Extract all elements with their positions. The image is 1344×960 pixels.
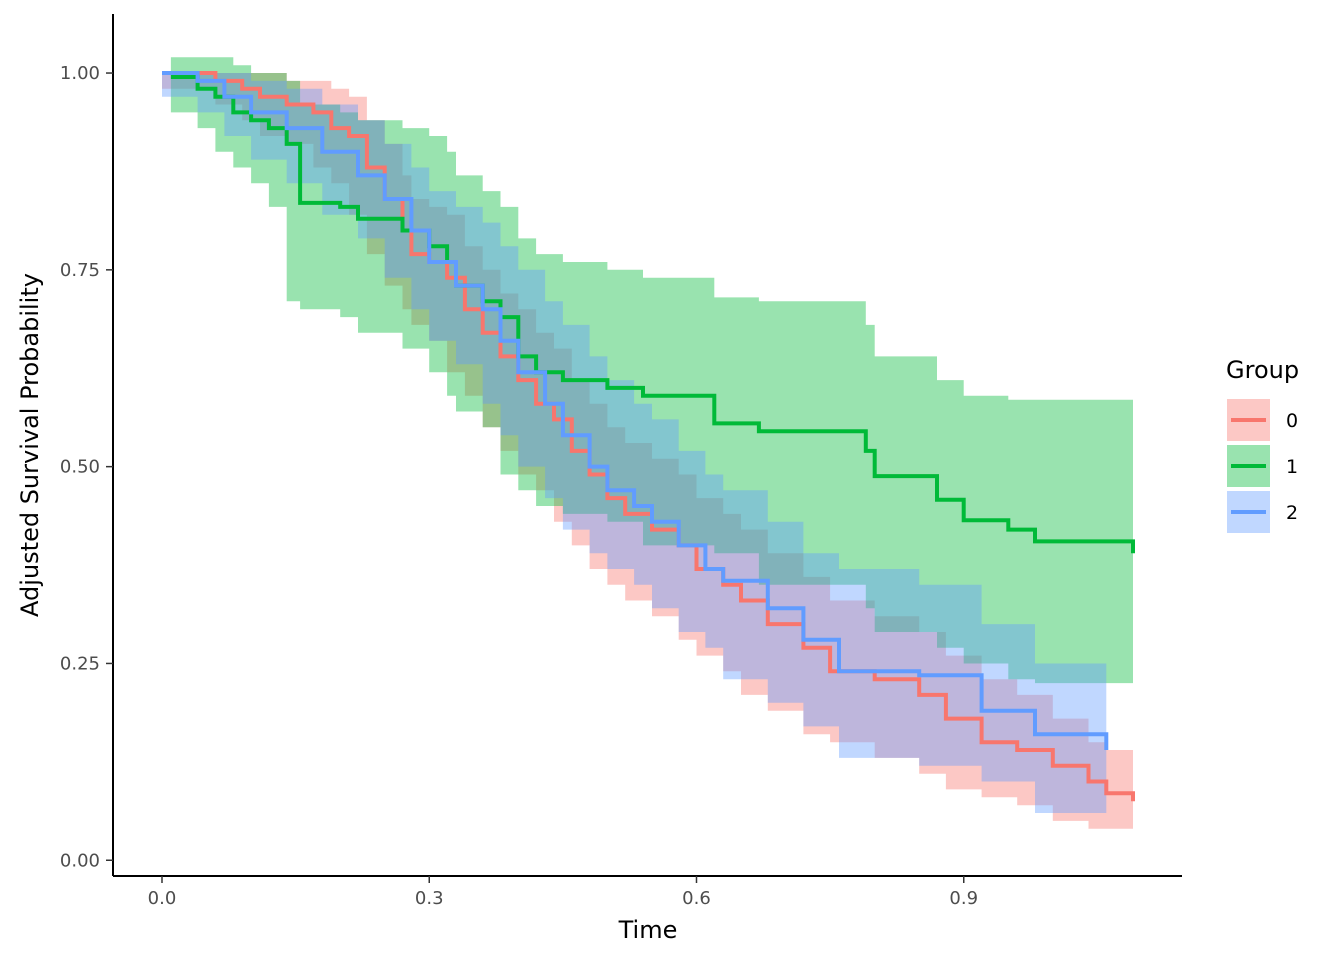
y-tick-label: 0.50: [60, 457, 100, 478]
survival-line-group-0: [162, 71, 1135, 802]
legend-title: Group: [1226, 356, 1299, 384]
survival-line-group-1: [170, 75, 1135, 554]
legend-label-2: 2: [1286, 502, 1298, 524]
legend-label-0: 0: [1286, 410, 1298, 432]
legend: Group 0 1 2: [1226, 356, 1299, 533]
y-tick-label: 0.25: [60, 653, 100, 674]
x-tick-label: 0.9: [949, 888, 978, 909]
confidence-bands: [162, 57, 1133, 829]
x-axis-title: Time: [618, 916, 678, 944]
y-tick-label: 1.00: [60, 63, 100, 84]
y-tick-label: 0.75: [60, 260, 100, 281]
survival-curves: [162, 71, 1135, 802]
x-tick-label: 0.3: [415, 888, 444, 909]
confidence-band-group-2: [162, 73, 1107, 813]
legend-label-1: 1: [1286, 456, 1298, 478]
survival-line-group-2: [162, 71, 1109, 750]
confidence-band-group-0: [162, 73, 1133, 829]
y-axis-title: Adjusted Survival Probability: [16, 273, 44, 617]
x-axis-ticks: 0.0 0.3 0.6 0.9: [148, 876, 978, 909]
y-axis-ticks: 0.00 0.25 0.50 0.75 1.00: [60, 63, 113, 871]
x-tick-label: 0.6: [682, 888, 711, 909]
y-tick-label: 0.00: [60, 850, 100, 871]
x-tick-label: 0.0: [148, 888, 177, 909]
